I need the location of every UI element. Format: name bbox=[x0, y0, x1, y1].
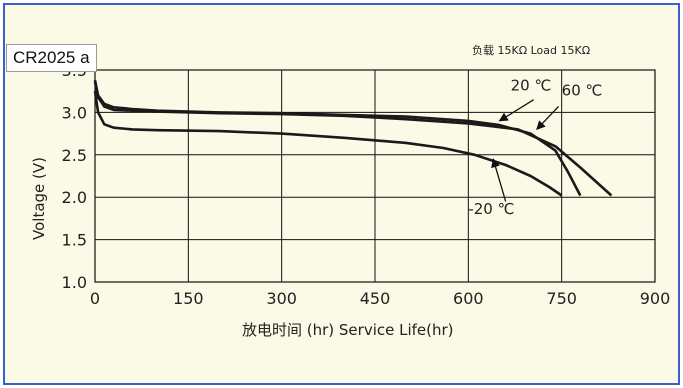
annotations: 20 ℃ 60 ℃ -20 ℃ bbox=[468, 76, 602, 218]
x-tick-label: 900 bbox=[640, 289, 671, 308]
y-tick-label: 2.5 bbox=[62, 146, 87, 165]
series-lines bbox=[93, 79, 613, 197]
y-axis-label: Voltage (V) bbox=[30, 157, 48, 240]
series-line-2 bbox=[93, 91, 563, 197]
x-tick-label: 150 bbox=[173, 289, 204, 308]
annotation-label: 60 ℃ bbox=[562, 81, 603, 99]
annotation-label: 20 ℃ bbox=[511, 76, 552, 94]
y-tick-label: 1.5 bbox=[62, 231, 87, 250]
y-tick-label: 3.0 bbox=[62, 103, 87, 122]
chart-frame bbox=[3, 3, 680, 385]
annotation-arrow bbox=[498, 99, 535, 122]
grid bbox=[94, 69, 656, 283]
x-tick-label: 750 bbox=[546, 289, 577, 308]
x-tick-label: 600 bbox=[453, 289, 484, 308]
annotation-label: -20 ℃ bbox=[468, 200, 514, 218]
x-tick-label: 450 bbox=[360, 289, 391, 308]
y-tick-label: 1.0 bbox=[62, 273, 87, 292]
model-tag: CR2025 a bbox=[6, 44, 97, 72]
series-line-1 bbox=[93, 81, 613, 197]
x-tick-label: 0 bbox=[90, 289, 100, 308]
load-label: 负载 15KΩ Load 15KΩ bbox=[472, 43, 590, 57]
x-axis-label: 放电时间 (hr) Service Life(hr) bbox=[242, 321, 454, 339]
annotation-arrow bbox=[536, 106, 560, 131]
y-tick-label: 2.0 bbox=[62, 188, 87, 207]
annotation-arrow bbox=[491, 158, 507, 202]
x-tick-label: 300 bbox=[266, 289, 297, 308]
